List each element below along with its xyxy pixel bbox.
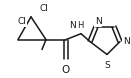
Text: Cl: Cl bbox=[39, 4, 48, 13]
Text: N: N bbox=[123, 37, 129, 46]
Text: S: S bbox=[104, 61, 110, 70]
Text: N: N bbox=[95, 17, 101, 26]
Text: O: O bbox=[62, 65, 70, 75]
Text: Cl: Cl bbox=[17, 17, 26, 26]
Text: H: H bbox=[77, 21, 83, 30]
Text: N: N bbox=[69, 21, 76, 30]
